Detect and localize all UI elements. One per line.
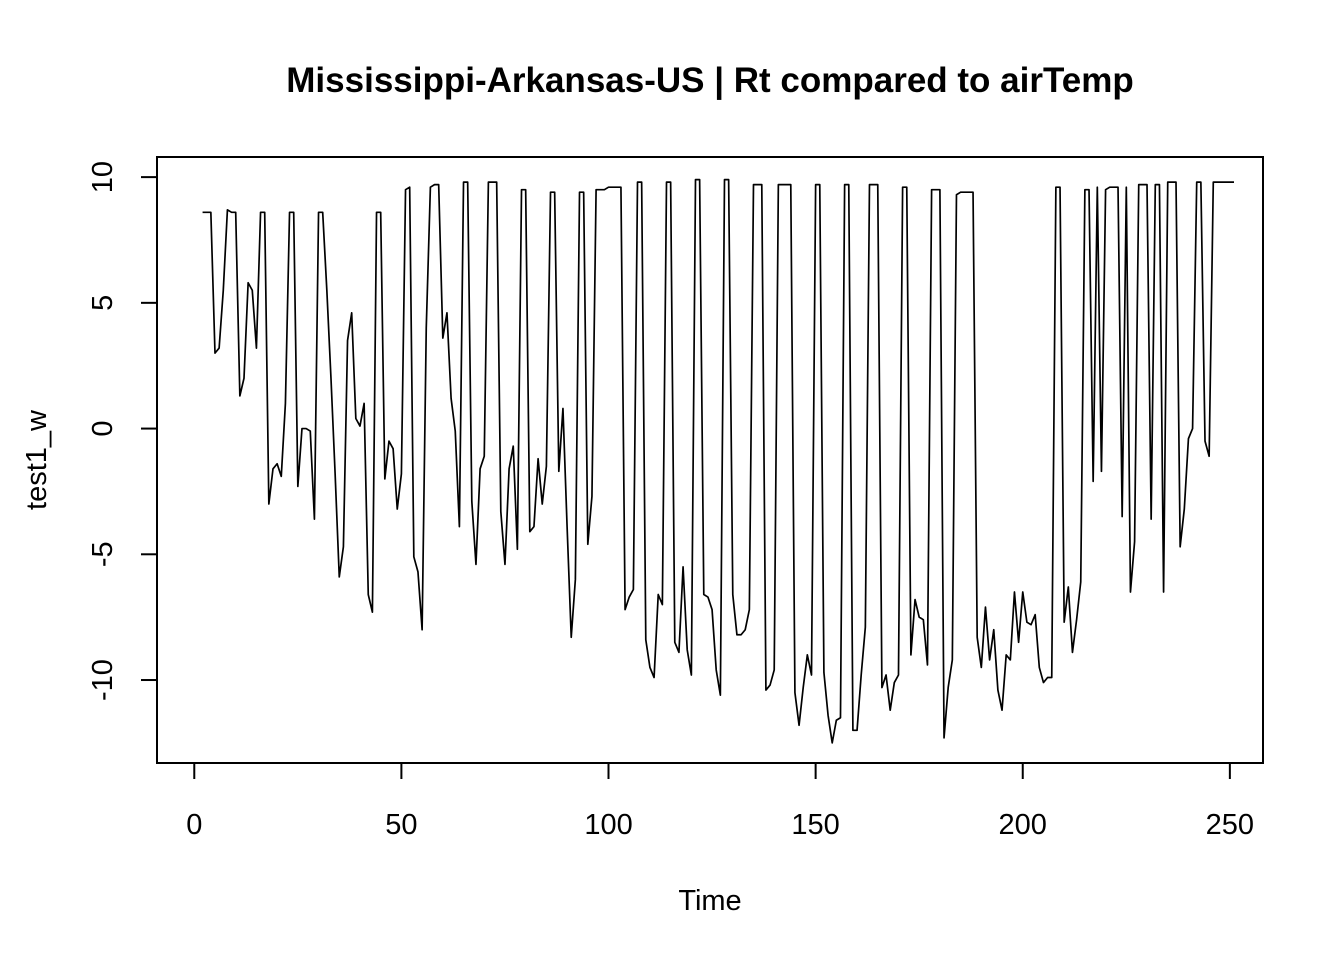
x-tick-label: 250 bbox=[1206, 809, 1254, 841]
y-tick-label: 0 bbox=[87, 420, 119, 436]
y-axis: -10 -5 0 5 10 bbox=[87, 161, 158, 701]
x-tick-label: 0 bbox=[186, 809, 202, 841]
chart-title: Mississippi-Arkansas-US | Rt compared to… bbox=[286, 61, 1133, 100]
y-tick-label: -5 bbox=[87, 541, 119, 567]
x-tick-label: 100 bbox=[584, 809, 632, 841]
x-axis: 0 50 100 150 200 250 bbox=[186, 762, 1254, 841]
x-axis-label: Time bbox=[678, 885, 741, 917]
x-tick-label: 50 bbox=[385, 809, 417, 841]
y-axis-label: test1_w bbox=[21, 409, 53, 510]
series-layer bbox=[202, 178, 1234, 744]
y-tick-label: -10 bbox=[87, 659, 119, 701]
y-tick-label: 5 bbox=[87, 295, 119, 311]
x-tick-label: 150 bbox=[791, 809, 839, 841]
y-tick-label: 10 bbox=[87, 161, 119, 193]
x-tick-label: 200 bbox=[999, 809, 1047, 841]
series-line bbox=[202, 178, 1234, 744]
